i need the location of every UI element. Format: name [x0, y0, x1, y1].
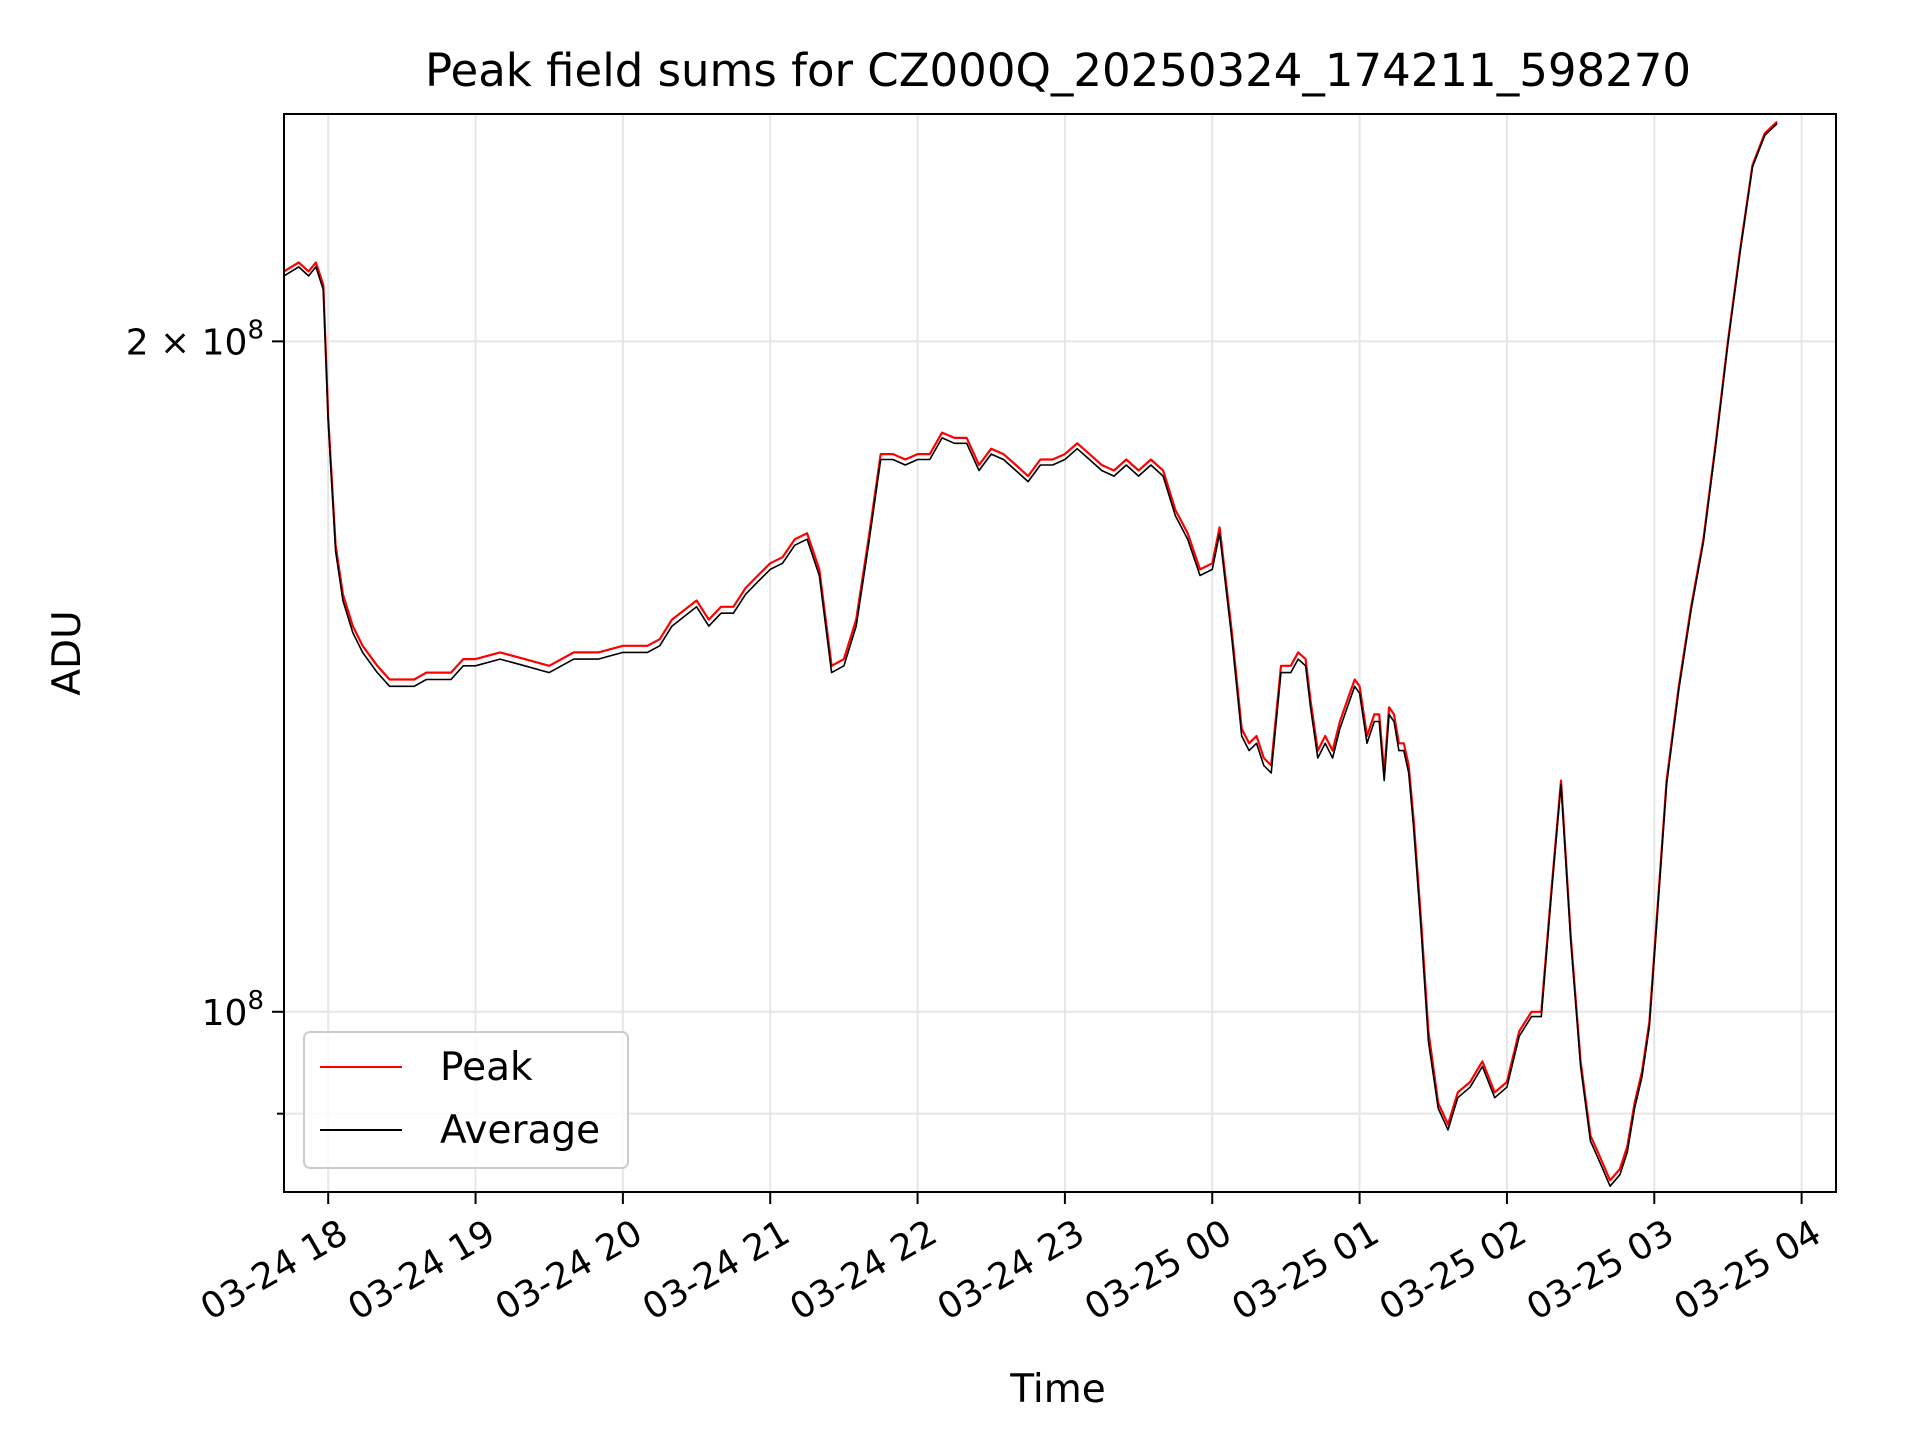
y-tick-label: 2 × 108 — [126, 315, 264, 363]
legend: Peak Average — [303, 1031, 629, 1169]
legend-peak-label: Peak — [440, 1045, 533, 1090]
x-axis-label: Time — [1009, 1367, 1105, 1412]
chart-title: Peak field sums for CZ000Q_20250324_1742… — [425, 44, 1691, 97]
y-axis-label: ADU — [45, 610, 90, 695]
grid — [284, 114, 1836, 1192]
plot-lines — [283, 120, 1778, 1187]
average-series-line — [283, 123, 1778, 1187]
legend-average-label: Average — [440, 1108, 600, 1153]
y-axis: 108 2 × 108 — [126, 315, 284, 1115]
plot-frame — [283, 113, 1837, 1193]
y-tick-label: 108 — [202, 986, 264, 1034]
